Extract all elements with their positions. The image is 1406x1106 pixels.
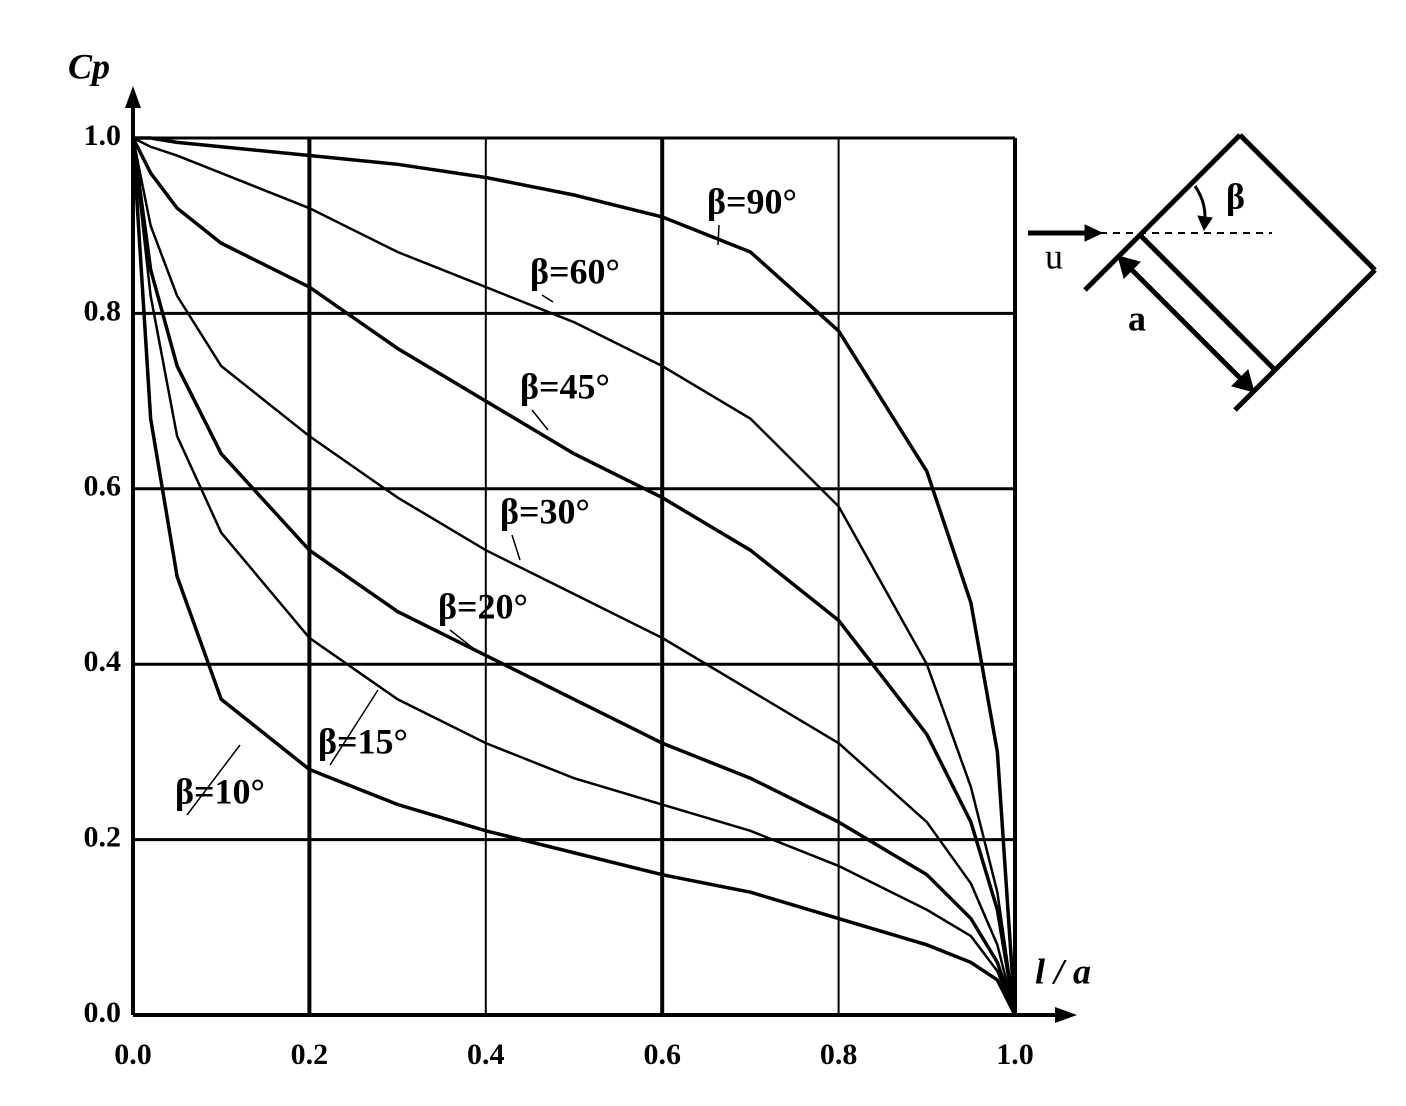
x-axis-arrow	[1055, 1007, 1077, 1023]
curve-label: β=90°	[707, 181, 797, 221]
plate	[1233, 268, 1377, 412]
beta-arc-head	[1197, 215, 1213, 232]
x-tick-label: 0.8	[820, 1038, 858, 1071]
curve	[131, 137, 1017, 1016]
plate	[1083, 133, 1242, 292]
curve-label: β=10°	[175, 771, 265, 811]
curve	[132, 136, 1017, 1016]
y-tick-label: 0.6	[84, 470, 122, 503]
label-leader	[511, 534, 521, 561]
a-arrow	[1126, 264, 1246, 384]
y-tick-label: 0.4	[84, 645, 122, 678]
x-axis-label: l / a	[1035, 951, 1091, 991]
x-tick-label: 1.0	[996, 1038, 1034, 1071]
y-tick-label: 0.8	[84, 294, 122, 327]
label-leader	[717, 224, 720, 246]
y-tick-label: 0.2	[84, 820, 122, 853]
curve-label: β=45°	[520, 366, 610, 406]
diagram-label: β	[1226, 176, 1245, 216]
curve-label: β=60°	[530, 251, 620, 291]
curve	[131, 137, 1017, 1016]
y-axis-label: Cp	[68, 46, 110, 86]
y-tick-label: 0.0	[84, 996, 122, 1029]
plate	[1238, 133, 1377, 272]
x-tick-label: 0.4	[467, 1038, 505, 1071]
curve	[133, 136, 1017, 1016]
plate	[1138, 233, 1277, 372]
y-axis-arrow	[125, 86, 141, 108]
label-leader	[531, 409, 549, 431]
curve	[131, 137, 1017, 1016]
x-tick-label: 0.2	[291, 1038, 329, 1071]
label-leader	[541, 294, 554, 303]
y-tick-label: 1.0	[84, 119, 122, 152]
x-tick-label: 0.0	[114, 1038, 152, 1071]
diagram-label: a	[1128, 298, 1146, 338]
a-arrow-head	[1231, 369, 1255, 393]
label-leader	[186, 744, 241, 816]
curve-label: β=20°	[438, 586, 528, 626]
label-leader	[329, 689, 379, 766]
diagram-label: u	[1045, 236, 1063, 276]
inset-diagram	[1028, 133, 1377, 412]
u-arrow-head	[1084, 224, 1104, 242]
curve	[131, 137, 1017, 1016]
x-tick-label: 0.6	[643, 1038, 681, 1071]
label-leader	[449, 629, 479, 653]
curve-label: β=15°	[318, 721, 408, 761]
curve	[131, 137, 1017, 1016]
a-arrow-head	[1117, 255, 1141, 279]
curve-label: β=30°	[500, 491, 590, 531]
